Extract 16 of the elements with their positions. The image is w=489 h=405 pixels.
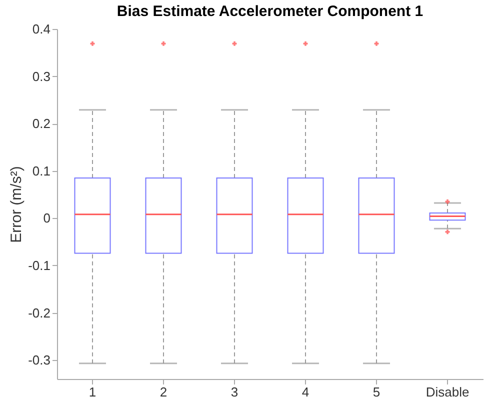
y-tick-label: 0.4 — [32, 22, 50, 36]
x-tick-label: 2 — [160, 384, 168, 400]
y-tick-label: -0.3 — [28, 352, 50, 368]
x-tick-label: 3 — [230, 384, 238, 400]
x-tick-label: 5 — [372, 384, 380, 400]
x-tick-label: 1 — [88, 384, 96, 400]
y-tick-label: 0.3 — [32, 68, 50, 84]
y-tick-label: -0.2 — [28, 305, 50, 320]
chart-title: Bias Estimate Accelerometer Component 1 — [116, 3, 424, 20]
y-tick-label: 0.1 — [32, 163, 50, 178]
y-tick-label: 0.2 — [32, 116, 50, 132]
y-axis-title: Error (m/s²) — [8, 166, 26, 243]
y-tick-label: 0 — [43, 210, 50, 226]
y-tick-label: -0.1 — [28, 258, 50, 273]
x-tick-label: Disable — [426, 384, 470, 400]
x-tick-label: 4 — [302, 384, 310, 400]
